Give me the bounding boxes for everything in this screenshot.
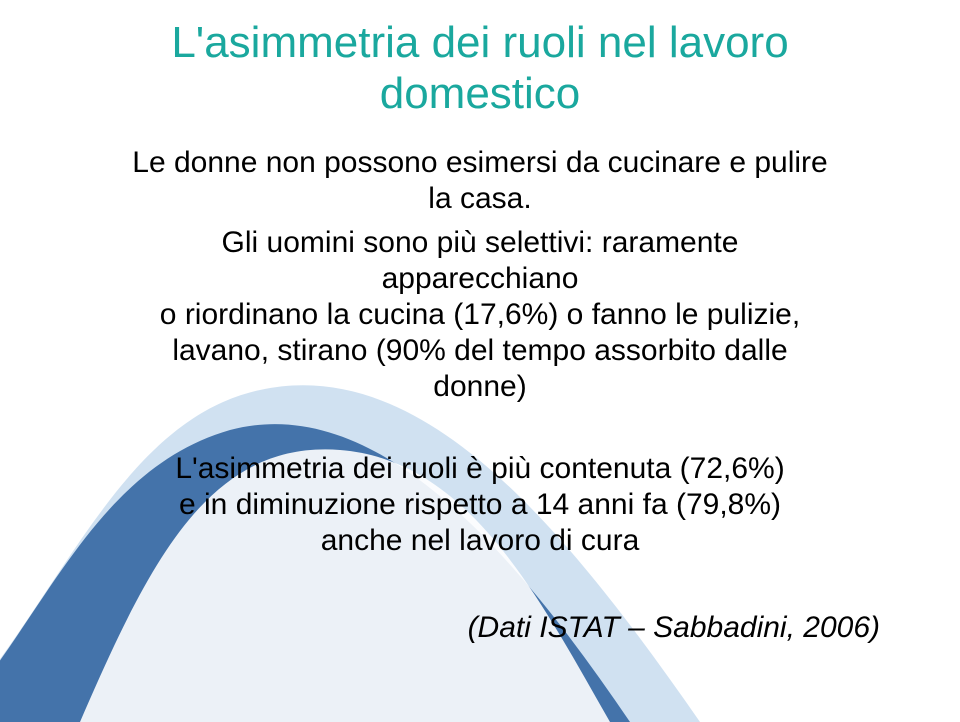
p1-line-a: Le donne non possono esimersi da cucinar… xyxy=(132,146,827,179)
slide-title: L'asimmetria dei ruoli nel lavoro domest… xyxy=(60,18,900,119)
paragraph-3: L'asimmetria dei ruoli è più contenuta (… xyxy=(120,451,840,559)
title-line-2: domestico xyxy=(380,69,581,118)
slide-content: L'asimmetria dei ruoli nel lavoro domest… xyxy=(0,0,960,722)
p3-line-c: anche nel lavoro di cura xyxy=(321,524,640,557)
source-citation: (Dati ISTAT – Sabbadini, 2006) xyxy=(60,611,900,645)
p2-line-b: apparecchiano xyxy=(382,262,579,295)
p3-line-a: L'asimmetria dei ruoli è più contenuta (… xyxy=(175,452,784,485)
p3-line-b: e in diminuzione rispetto a 14 anni fa (… xyxy=(179,488,781,521)
paragraph-2: Gli uomini sono più selettivi: raramente… xyxy=(100,225,860,405)
title-line-1: L'asimmetria dei ruoli nel lavoro xyxy=(171,18,788,67)
p2-line-d: lavano, stirano (90% del tempo assorbito… xyxy=(172,334,787,367)
p2-line-a: Gli uomini sono più selettivi: raramente xyxy=(222,226,739,259)
p1-line-b: la casa. xyxy=(428,182,531,215)
paragraph-1: Le donne non possono esimersi da cucinar… xyxy=(60,145,900,217)
p2-line-e: donne) xyxy=(433,370,526,403)
p2-line-c: o riordinano la cucina (17,6%) o fanno l… xyxy=(160,298,800,331)
